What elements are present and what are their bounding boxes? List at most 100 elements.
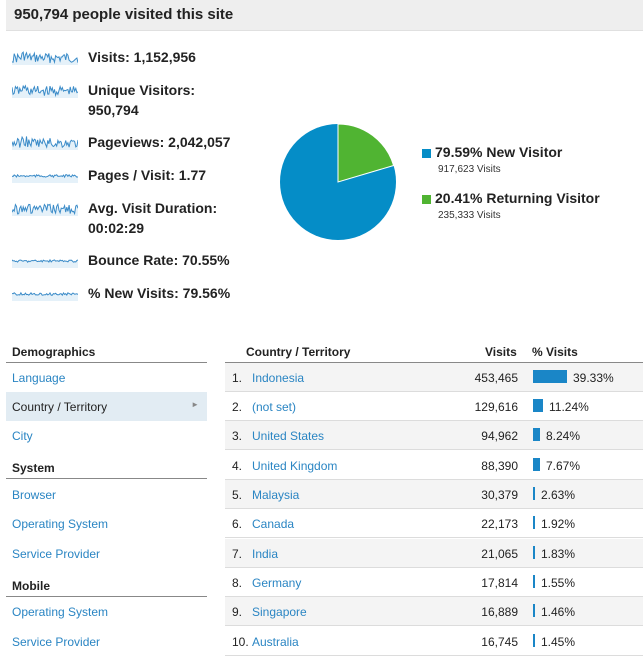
table-row: 10. Australia 16,745 1.45% bbox=[225, 627, 643, 656]
pct-bar bbox=[533, 487, 535, 500]
pct-bar bbox=[533, 575, 535, 588]
table-row: 7. India 21,065 1.83% bbox=[225, 539, 643, 568]
metric-value: 00:02:29 bbox=[88, 220, 145, 236]
country-link[interactable]: United States bbox=[252, 429, 325, 443]
country-link[interactable]: Malaysia bbox=[252, 488, 300, 502]
pct-value: 8.24% bbox=[546, 429, 581, 443]
section-title: Demographics bbox=[12, 345, 96, 359]
column-header-country[interactable]: Country / Territory bbox=[246, 345, 351, 359]
sidebar-item-label: Service Provider bbox=[12, 547, 101, 561]
section-demographics: Demographics bbox=[6, 343, 207, 363]
table-row: 4. United Kingdom 88,390 7.67% bbox=[225, 451, 643, 480]
legend-label: Returning Visitor bbox=[486, 190, 600, 206]
summary-header: 950,794 people visited this site bbox=[6, 0, 643, 31]
country-link[interactable]: United Kingdom bbox=[252, 459, 338, 473]
column-header-pct-visits[interactable]: % Visits bbox=[532, 345, 578, 359]
country-link[interactable]: Singapore bbox=[252, 605, 307, 619]
country-link[interactable]: (not set) bbox=[252, 400, 297, 414]
table-row: 8. Germany 17,814 1.55% bbox=[225, 568, 643, 597]
sidebar-item-city[interactable]: City bbox=[6, 421, 207, 450]
country-link[interactable]: Germany bbox=[252, 576, 302, 590]
sparkline-icon bbox=[12, 51, 78, 65]
section-title: System bbox=[12, 461, 55, 475]
sidebar-item-mobile-service-provider[interactable]: Service Provider bbox=[6, 627, 207, 656]
metric-label: Bounce Rate: bbox=[88, 252, 179, 268]
row-index: 10. bbox=[232, 635, 249, 649]
pct-bar bbox=[533, 399, 543, 412]
legend-pct: 20.41% bbox=[435, 190, 483, 206]
metric-label: Visits: bbox=[88, 49, 130, 65]
pct-value: 1.45% bbox=[541, 635, 576, 649]
country-link[interactable]: Indonesia bbox=[252, 371, 305, 385]
table-row: 5. Malaysia 30,379 2.63% bbox=[225, 480, 643, 509]
metric-value: 70.55% bbox=[182, 252, 230, 268]
metric-label: Pages / Visit: bbox=[88, 167, 175, 183]
pct-bar bbox=[533, 516, 535, 529]
pct-value: 7.67% bbox=[546, 459, 581, 473]
visits-value: 129,616 bbox=[474, 400, 518, 414]
pct-value: 1.55% bbox=[541, 576, 576, 590]
sparkline-icon bbox=[12, 291, 78, 301]
table-row: 9. Singapore 16,889 1.46% bbox=[225, 597, 643, 626]
row-index: 4. bbox=[232, 459, 243, 473]
sidebar-item-label: City bbox=[12, 429, 33, 443]
pct-value: 1.83% bbox=[541, 547, 576, 561]
pct-bar bbox=[533, 604, 535, 617]
pie-slice-returning-visitor[interactable] bbox=[337, 123, 395, 183]
visits-value: 22,173 bbox=[481, 517, 518, 531]
section-mobile: Mobile bbox=[6, 577, 207, 597]
sparkline-icon bbox=[12, 135, 78, 150]
sidebar-item-language[interactable]: Language bbox=[6, 363, 207, 392]
pct-value: 11.24% bbox=[549, 400, 589, 414]
sidebar-item-service-provider[interactable]: Service Provider bbox=[6, 539, 207, 568]
legend-swatch bbox=[422, 195, 431, 204]
metric-label: Avg. Visit Duration: bbox=[88, 200, 218, 216]
legend-swatch bbox=[422, 149, 431, 158]
visits-value: 88,390 bbox=[481, 459, 518, 473]
pct-bar bbox=[533, 546, 535, 559]
sidebar-item-label: Operating System bbox=[12, 517, 109, 531]
visits-value: 16,745 bbox=[481, 635, 518, 649]
sidebar-item-label: Language bbox=[12, 371, 66, 385]
row-index: 3. bbox=[232, 429, 243, 443]
metric-label: % New Visits: bbox=[88, 285, 179, 301]
pct-value: 39.33% bbox=[573, 371, 614, 385]
visits-value: 17,814 bbox=[481, 576, 518, 590]
pct-value: 1.46% bbox=[541, 605, 576, 619]
sidebar-item-mobile-operating-system[interactable]: Operating System bbox=[6, 597, 207, 626]
legend-count: 917,623 Visits bbox=[438, 164, 501, 175]
table-row: 6. Canada 22,173 1.92% bbox=[225, 509, 643, 538]
sidebar-item-country[interactable]: Country / Territory ► bbox=[6, 392, 207, 421]
row-index: 1. bbox=[232, 371, 243, 385]
sparkline-icon bbox=[12, 202, 78, 216]
visits-value: 30,379 bbox=[481, 488, 518, 502]
country-link[interactable]: Canada bbox=[252, 517, 295, 531]
chevron-right-icon: ► bbox=[191, 400, 199, 409]
country-link[interactable]: India bbox=[252, 547, 279, 561]
pct-value: 2.63% bbox=[541, 488, 576, 502]
pct-bar bbox=[533, 370, 567, 383]
visits-value: 21,065 bbox=[481, 547, 518, 561]
row-index: 5. bbox=[232, 488, 243, 502]
pct-value: 1.92% bbox=[541, 517, 576, 531]
row-index: 6. bbox=[232, 517, 243, 531]
metric-label: Pageviews: bbox=[88, 134, 165, 150]
sidebar-item-label: Country / Territory bbox=[12, 400, 108, 414]
pct-bar bbox=[533, 634, 535, 647]
sidebar-item-browser[interactable]: Browser bbox=[6, 480, 207, 509]
metric-label: Unique Visitors: bbox=[88, 82, 196, 98]
sidebar-item-operating-system[interactable]: Operating System bbox=[6, 509, 207, 538]
sparkline-icon bbox=[12, 84, 78, 98]
pct-bar bbox=[533, 428, 540, 441]
section-system: System bbox=[6, 459, 207, 479]
country-link[interactable]: Australia bbox=[252, 635, 299, 649]
pct-bar bbox=[533, 458, 540, 471]
metric-value: 79.56% bbox=[182, 285, 231, 301]
row-index: 7. bbox=[232, 547, 243, 561]
table-row: 2. (not set) 129,616 11.24% bbox=[225, 392, 643, 421]
column-header-visits[interactable]: Visits bbox=[485, 345, 517, 359]
metric-value: 1.77 bbox=[178, 167, 207, 183]
pie-svg bbox=[280, 123, 396, 240]
visitor-type-pie-chart bbox=[278, 122, 398, 247]
row-index: 8. bbox=[232, 576, 243, 590]
